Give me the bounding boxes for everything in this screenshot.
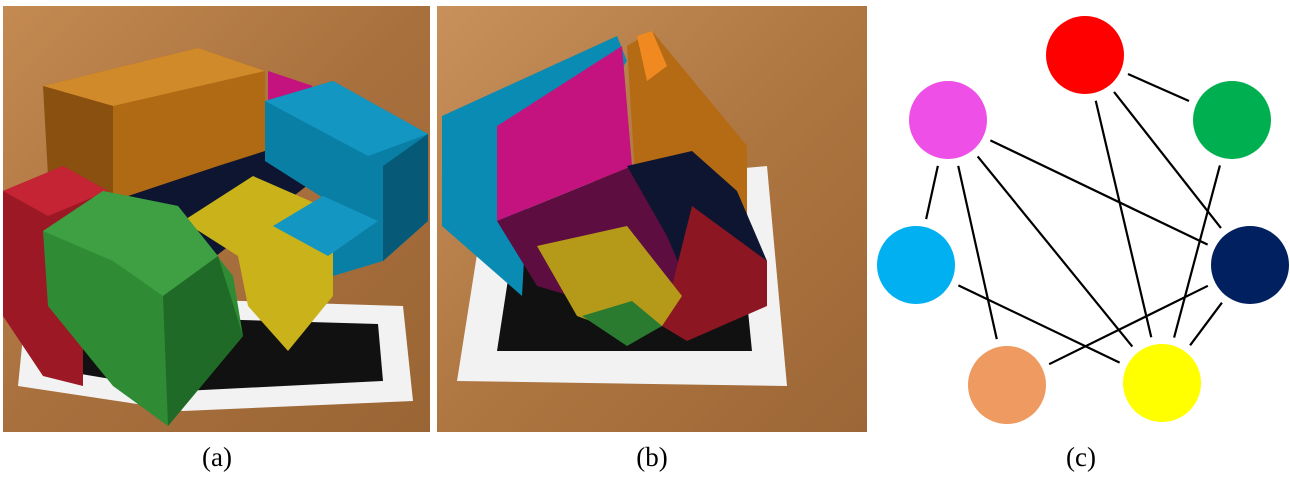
caption-a: (a) [202,442,232,472]
node-red [1046,16,1124,94]
edge-navy-orange [1048,284,1209,366]
green-piece [582,301,662,346]
photo-panel-a [3,6,430,432]
puzzle-render-a [3,6,430,432]
graph-panel-c [870,0,1290,440]
caption-b: (b) [636,442,668,472]
edge-blue-yellow [957,284,1121,364]
edge-red-green [1127,73,1190,102]
edge-red-yellow [1094,100,1153,338]
edge-pink-navy [989,139,1209,246]
cube-interior [98,126,313,266]
edge-red-navy [1113,91,1222,229]
edge-green-yellow [1173,165,1221,338]
red-piece [662,206,767,341]
node-green [1193,81,1271,159]
node-yellow [1123,344,1201,422]
photo-panel-b [437,6,867,432]
yellow-piece [537,226,682,336]
edge-pink-orange [957,165,998,340]
edge-navy-yellow [1189,302,1223,346]
edge-pink-blue [925,165,939,220]
edge-pink-yellow [976,155,1134,348]
graph-edges [925,73,1223,366]
node-pink [909,81,987,159]
node-orange [968,346,1046,424]
magenta-piece [497,46,632,221]
conflict-graph [877,16,1289,424]
node-navy [1211,226,1289,304]
node-blue [877,226,955,304]
caption-c: (c) [1066,442,1096,472]
puzzle-render-b [437,6,867,432]
graph-nodes [877,16,1289,424]
